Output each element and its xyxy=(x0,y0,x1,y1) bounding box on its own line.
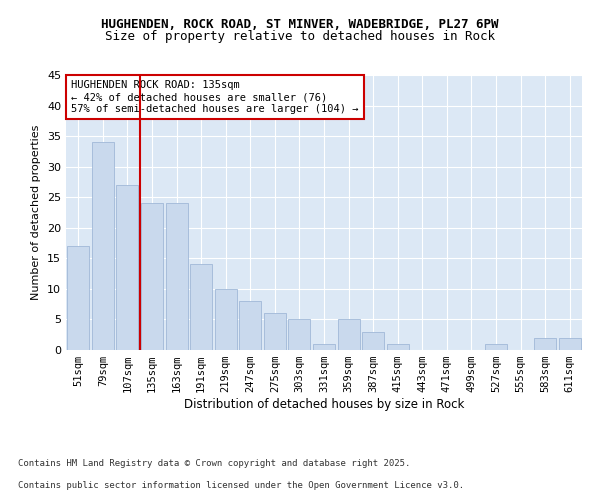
Bar xyxy=(289,320,310,350)
Y-axis label: Number of detached properties: Number of detached properties xyxy=(31,125,41,300)
Bar xyxy=(141,204,163,350)
Bar xyxy=(92,142,114,350)
Bar xyxy=(338,320,359,350)
Bar xyxy=(166,204,188,350)
Text: HUGHENDEN, ROCK ROAD, ST MINVER, WADEBRIDGE, PL27 6PW: HUGHENDEN, ROCK ROAD, ST MINVER, WADEBRI… xyxy=(101,18,499,30)
Bar xyxy=(116,185,139,350)
Text: HUGHENDEN ROCK ROAD: 135sqm
← 42% of detached houses are smaller (76)
57% of sem: HUGHENDEN ROCK ROAD: 135sqm ← 42% of det… xyxy=(71,80,359,114)
Bar xyxy=(485,344,507,350)
Bar xyxy=(534,338,556,350)
Bar xyxy=(67,246,89,350)
Text: Size of property relative to detached houses in Rock: Size of property relative to detached ho… xyxy=(105,30,495,43)
X-axis label: Distribution of detached houses by size in Rock: Distribution of detached houses by size … xyxy=(184,398,464,411)
Bar xyxy=(215,289,237,350)
Bar xyxy=(559,338,581,350)
Text: Contains public sector information licensed under the Open Government Licence v3: Contains public sector information licen… xyxy=(18,481,464,490)
Bar xyxy=(190,264,212,350)
Bar xyxy=(264,314,286,350)
Bar xyxy=(313,344,335,350)
Bar xyxy=(239,301,262,350)
Bar xyxy=(362,332,384,350)
Text: Contains HM Land Registry data © Crown copyright and database right 2025.: Contains HM Land Registry data © Crown c… xyxy=(18,458,410,468)
Bar xyxy=(386,344,409,350)
